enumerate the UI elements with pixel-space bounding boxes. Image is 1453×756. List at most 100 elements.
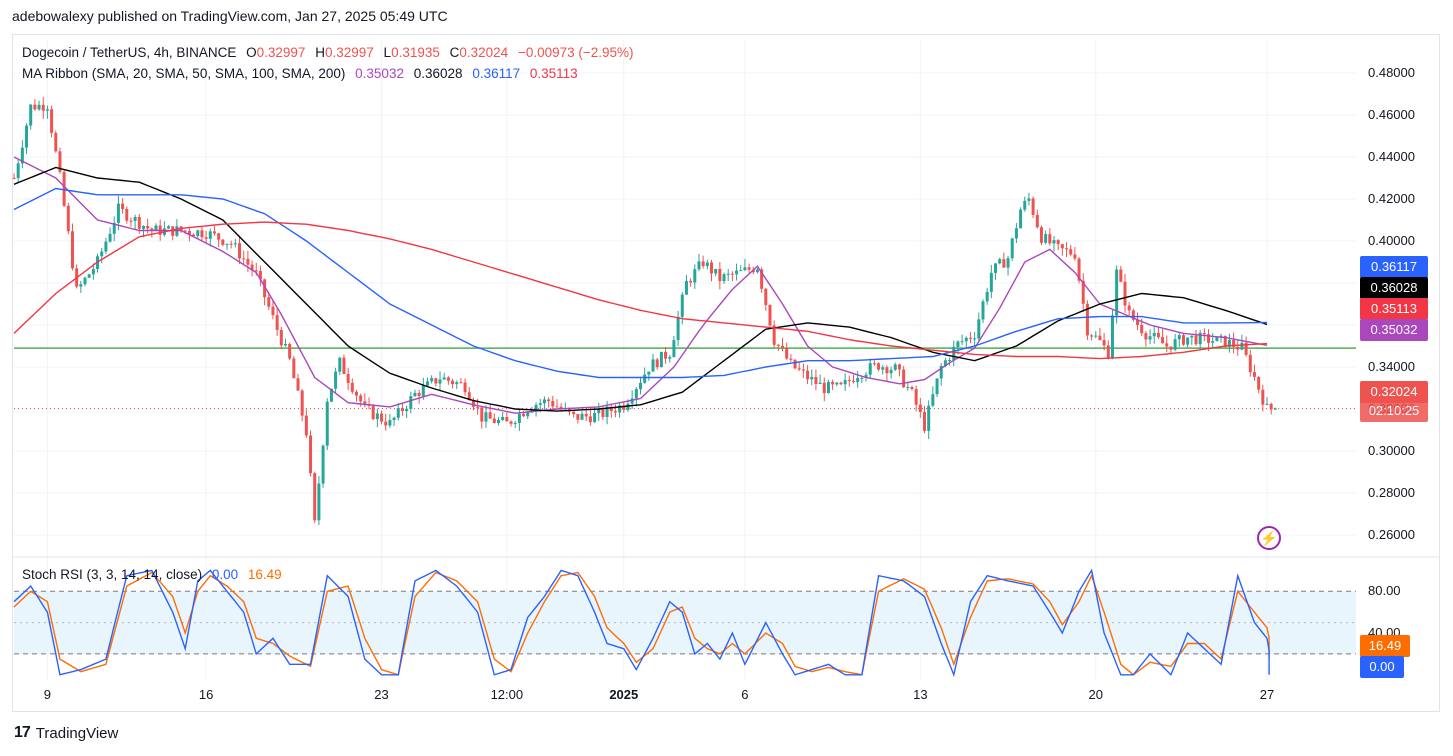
candle-body <box>246 258 250 265</box>
candle-body <box>735 270 739 275</box>
candle-body <box>104 241 108 252</box>
candle-body <box>1207 334 1211 343</box>
candle-body <box>839 382 843 385</box>
candle-body <box>37 104 41 110</box>
candle-body <box>697 261 701 270</box>
candle-body <box>501 416 505 420</box>
candle-body <box>647 371 651 375</box>
candle-body <box>781 345 785 349</box>
candle-body <box>141 225 145 229</box>
x-axis-tick-label: 2025 <box>609 687 639 702</box>
candle-body <box>609 406 613 412</box>
candle-body <box>283 344 287 346</box>
candle-body <box>317 483 321 521</box>
candle-body <box>438 379 442 384</box>
chart-frame[interactable] <box>12 34 1440 712</box>
candle-body <box>421 385 425 397</box>
lightning-icon[interactable]: ⚡ <box>1257 526 1281 550</box>
candle-body <box>121 203 125 210</box>
candle-body <box>116 203 120 223</box>
candle-body <box>868 363 872 375</box>
candle-body <box>1202 332 1206 335</box>
candle-body <box>872 363 876 365</box>
candle-body <box>1265 403 1269 405</box>
candle-body <box>860 377 864 379</box>
x-axis-tick-label: 16 <box>198 687 214 702</box>
candle-body <box>517 413 521 423</box>
candle-body <box>1019 209 1023 229</box>
candle-body <box>960 341 964 343</box>
candle-body <box>208 231 212 239</box>
candle-body <box>1190 335 1194 338</box>
candle-body <box>613 411 617 413</box>
candle-body <box>1110 315 1114 359</box>
candle-body <box>755 269 759 273</box>
x-axis-tick-label: 9 <box>43 687 52 702</box>
candle-body <box>1269 403 1273 410</box>
candle-body <box>1261 389 1265 405</box>
candle-body <box>70 231 74 269</box>
candle-body <box>167 226 171 229</box>
candle-body <box>1065 248 1069 250</box>
candle-body <box>1023 200 1027 210</box>
candle-body <box>288 344 292 359</box>
candle-body <box>392 417 396 421</box>
candle-body <box>835 382 839 385</box>
candle-body <box>112 222 116 234</box>
candle-body <box>83 277 87 285</box>
candle-body <box>505 416 509 422</box>
candle-body <box>309 435 313 474</box>
candle-body <box>451 380 455 385</box>
footer-brand: TradingView <box>35 724 119 742</box>
candle-body <box>91 268 95 275</box>
candle-body <box>187 230 191 235</box>
sma200-line <box>13 221 1268 360</box>
candle-body <box>16 163 20 179</box>
candle-body <box>1223 335 1227 347</box>
candle-body <box>66 205 70 232</box>
candle-body <box>1181 335 1185 345</box>
candle-body <box>396 408 400 418</box>
candle-body <box>1215 336 1219 342</box>
candle-body <box>363 401 367 405</box>
candle-body <box>125 209 129 221</box>
ma100-value: 0.36117 <box>472 66 521 81</box>
candle-body <box>183 230 187 232</box>
candle-body <box>250 264 254 271</box>
candle-body <box>154 225 158 231</box>
candle-body <box>797 368 801 370</box>
candle-body <box>146 225 150 229</box>
rsi-legend: Stoch RSI (3, 3, 14, 14, close) 0.00 16.… <box>22 567 288 582</box>
tradingview-logo-icon[interactable]: 17 <box>14 724 31 741</box>
x-axis-tick-label: 6 <box>741 687 749 702</box>
candle-body <box>826 381 830 394</box>
candle-body <box>684 280 688 295</box>
candle-body <box>968 337 972 339</box>
candle-body <box>271 306 275 316</box>
candle-body <box>785 348 789 359</box>
candle-body <box>100 251 104 257</box>
candle-body <box>1098 335 1102 340</box>
candle-body <box>329 388 333 402</box>
candle-body <box>1048 234 1052 244</box>
y-axis-tick-label: 0.40000 <box>1368 233 1415 248</box>
candle-body <box>764 288 768 305</box>
candle-body <box>793 359 797 369</box>
candle-body <box>559 406 563 410</box>
candle-body <box>918 404 922 412</box>
rsi-title: Stoch RSI (3, 3, 14, 14, close) <box>22 567 203 582</box>
candle-body <box>321 445 325 484</box>
candle-body <box>634 389 638 399</box>
candle-body <box>1161 337 1165 344</box>
ma50-value: 0.36028 <box>413 66 463 81</box>
candle-body <box>701 261 705 267</box>
ma-ribbon-title: MA Ribbon (SMA, 20, SMA, 50, SMA, 100, S… <box>22 66 346 81</box>
footer: 17 TradingView <box>14 724 118 742</box>
candle-body <box>680 294 684 317</box>
candle-body <box>588 416 592 423</box>
sma20-line <box>13 156 1268 414</box>
y-axis-tick-label: 0.28000 <box>1368 485 1415 500</box>
candle-body <box>409 396 413 409</box>
rsi-k-price-tag: 0.00 <box>1360 656 1404 678</box>
